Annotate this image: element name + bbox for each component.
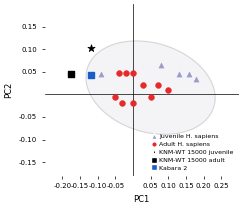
- Point: [131, 71, 135, 74]
- Point: [166, 88, 170, 92]
- Point: [187, 72, 191, 76]
- Point: [156, 84, 160, 87]
- Point: [120, 101, 124, 104]
- Point: [69, 72, 73, 76]
- Point: [131, 101, 135, 104]
- Point: [177, 72, 181, 76]
- Point: [89, 74, 93, 77]
- Y-axis label: PC2: PC2: [4, 82, 13, 98]
- X-axis label: PC1: PC1: [134, 195, 150, 204]
- Point: [124, 71, 128, 74]
- Point: [117, 71, 121, 74]
- Legend: Juvenile H. sapiens, Adult H. sapiens, KNM-WT 15000 juvenile, KNM-WT 15000 adult: Juvenile H. sapiens, Adult H. sapiens, K…: [150, 132, 236, 172]
- Ellipse shape: [86, 41, 215, 134]
- Point: [113, 95, 117, 98]
- Point: [89, 47, 93, 50]
- Point: [194, 77, 198, 80]
- Point: [141, 84, 145, 87]
- Point: [149, 95, 153, 98]
- Point: [159, 63, 163, 67]
- Point: [99, 72, 103, 76]
